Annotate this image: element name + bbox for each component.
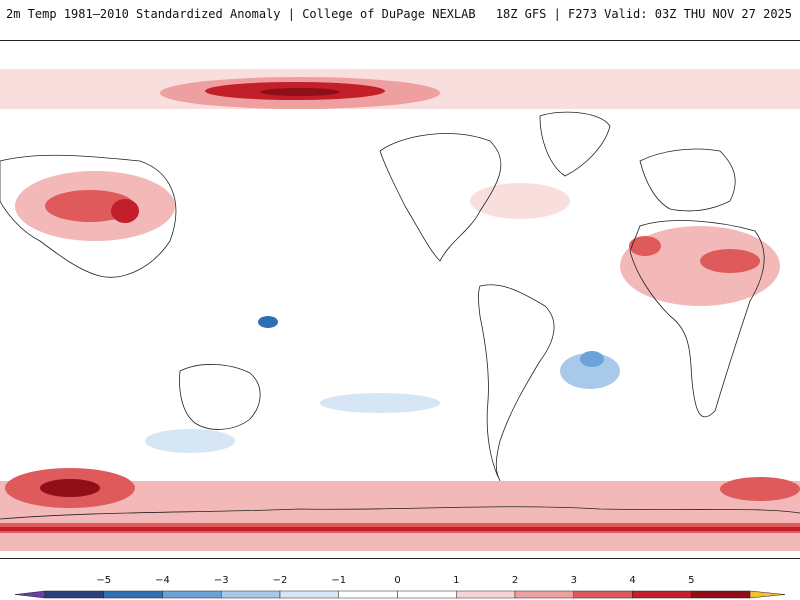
china-hot-peak [111,199,139,223]
colorbar-cell [456,590,516,599]
colorbar-tick-label: −4 [155,575,170,586]
sahel-hot-core [700,249,760,273]
colorbar-cell [338,590,398,599]
colorbar-tick-label: 5 [688,575,695,586]
arctic-hot-peak [260,88,340,96]
colorbar-cell [573,590,633,599]
map-title: 2m Temp 1981–2010 Standardized Anomaly |… [6,7,476,21]
north-america-outline [379,133,502,262]
west-africa-hot [629,236,661,256]
colorbar-tick-label: −3 [213,575,229,586]
anomaly-map[interactable] [0,41,800,559]
colorbar-max-extension [749,590,786,599]
colorbar-cell [397,590,457,599]
colorbar-tick-label: −2 [272,575,288,586]
pacific-cold-anomaly [258,316,278,328]
antarctic-edge-dark [0,527,800,531]
southern-cold-anomaly [145,429,235,453]
south-america-outline [478,284,555,482]
colorbar-cell [632,590,692,599]
colorbar-tick-label: 3 [570,575,577,586]
colorbar-cell [221,590,281,599]
colorbar-cell [103,590,163,599]
asia-outline [0,154,177,278]
colorbar-cell [691,590,751,599]
southern-ocean-hot-west-core [40,479,100,497]
model-run-valid-time: 18Z GFS | F273 Valid: 03Z THU NOV 27 202… [495,7,792,21]
south-america-cold-core [580,351,604,367]
north-atlantic-warm [470,183,570,219]
colorbar-cell [162,590,222,599]
colorbar [14,590,786,599]
header: 2m Temp 1981–2010 Standardized Anomaly |… [0,0,800,41]
colorbar-tick-label: 4 [629,575,636,586]
southern-ocean-hot-east [720,477,800,501]
south-pacific-cold [320,393,440,413]
australia-outline [179,364,261,430]
antarctica-coast [0,506,800,520]
map-canvas [0,41,800,558]
colorbar-cells [14,590,786,599]
south-america-cold-anomaly [560,353,620,389]
colorbar-cell [279,590,339,599]
colorbar-tick-label: −1 [331,575,347,586]
europe-outline [639,148,736,212]
colorbar-tick-label: 0 [394,575,401,586]
colorbar-tick-label: 1 [453,575,460,586]
colorbar-cell [44,590,104,599]
africa-outline [629,220,765,418]
colorbar-tick-label: −5 [96,575,112,586]
colorbar-cell [514,590,574,599]
antarctic-anomaly-band [0,481,800,551]
colorbar-min-extension [14,590,46,599]
greenland-outline [539,111,611,177]
colorbar-tick-label: 2 [511,575,519,586]
